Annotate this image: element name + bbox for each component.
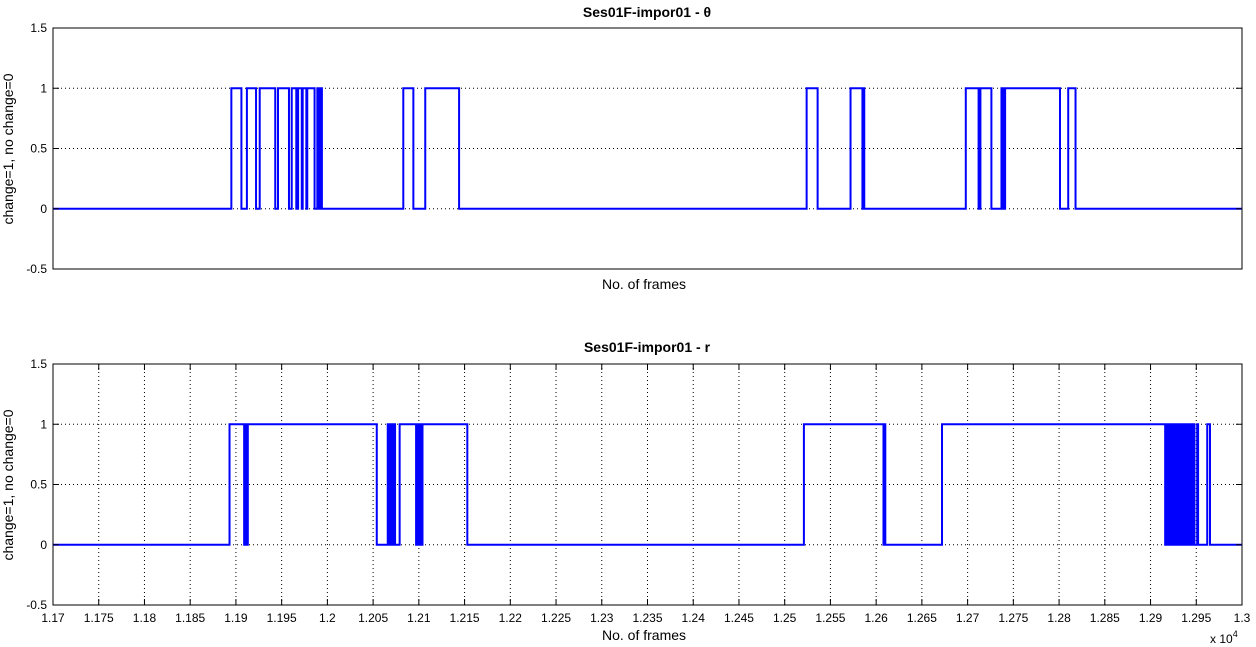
r-x-tick-label: 1.29 bbox=[1139, 611, 1163, 625]
r-x-tick-label: 1.24 bbox=[682, 611, 706, 625]
r-x-tick-label: 1.3 bbox=[1234, 611, 1251, 625]
r-x-tick-label: 1.21 bbox=[407, 611, 431, 625]
r-x-tick-label: 1.17 bbox=[41, 611, 65, 625]
theta-y-tick-label: 0 bbox=[40, 202, 47, 216]
theta-series-line bbox=[53, 87, 1242, 210]
r-x-tick-label: 1.185 bbox=[175, 611, 205, 625]
r-x-tick-label: 1.265 bbox=[907, 611, 937, 625]
theta-chart: -0.5 0 0.5 1 1.5 Ses01F-impor01 - θ No. of f… bbox=[0, 4, 1243, 292]
r-x-tick-label: 1.245 bbox=[724, 611, 754, 625]
theta-chart-title: Ses01F-impor01 - θ bbox=[583, 4, 711, 20]
theta-x-axis-label: No. of frames bbox=[602, 276, 686, 292]
r-x-tick-label: 1.27 bbox=[956, 611, 980, 625]
r-y-axis-label: change=1, no change=0 bbox=[0, 409, 16, 560]
r-x-multiplier-base: x 10 bbox=[1210, 632, 1233, 646]
theta-y-tick-label: -0.5 bbox=[26, 262, 47, 276]
r-y-tick-label: 0.5 bbox=[30, 478, 47, 492]
r-x-tick-label: 1.22 bbox=[499, 611, 523, 625]
theta-y-tick-label: 0.5 bbox=[30, 142, 47, 156]
r-x-tick-label: 1.175 bbox=[84, 611, 114, 625]
theta-y-tick-label: 1.5 bbox=[30, 21, 47, 35]
r-series-line bbox=[53, 423, 1242, 546]
r-y-tick-label: 1.5 bbox=[30, 357, 47, 371]
r-x-axis-label: No. of frames bbox=[602, 627, 686, 643]
r-x-tick-label: 1.215 bbox=[450, 611, 480, 625]
r-x-tick-label: 1.295 bbox=[1181, 611, 1211, 625]
r-x-tick-label: 1.25 bbox=[773, 611, 797, 625]
r-x-tick-label: 1.195 bbox=[267, 611, 297, 625]
r-x-multiplier: x 104 bbox=[1210, 629, 1238, 646]
r-x-tick-label: 1.235 bbox=[632, 611, 662, 625]
r-chart: -0.5 0 0.5 1 1.5 1.17 1.175 1.18 1.185 1.19 1.195 1… bbox=[0, 339, 1251, 646]
r-x-tick-label: 1.18 bbox=[133, 611, 157, 625]
r-x-tick-label: 1.19 bbox=[224, 611, 248, 625]
r-x-tick-label: 1.275 bbox=[998, 611, 1028, 625]
theta-y-tick-label: 1 bbox=[40, 81, 47, 95]
r-y-tick-label: 1 bbox=[40, 417, 47, 431]
theta-plot-area bbox=[52, 27, 1243, 270]
r-y-tick-label: 0 bbox=[40, 538, 47, 552]
r-y-tick-label: -0.5 bbox=[26, 598, 47, 612]
r-x-tick-label: 1.205 bbox=[358, 611, 388, 625]
r-x-multiplier-exponent: 4 bbox=[1233, 629, 1238, 639]
theta-y-axis-label: change=1, no change=0 bbox=[0, 73, 16, 224]
r-x-tick-label: 1.26 bbox=[864, 611, 888, 625]
r-x-tick-label: 1.23 bbox=[590, 611, 614, 625]
r-x-tick-label: 1.255 bbox=[815, 611, 845, 625]
r-x-tick-label: 1.2 bbox=[319, 611, 336, 625]
r-x-tick-label: 1.285 bbox=[1090, 611, 1120, 625]
r-x-tick-label: 1.225 bbox=[541, 611, 571, 625]
r-x-tick-label: 1.28 bbox=[1047, 611, 1071, 625]
r-chart-title: Ses01F-impor01 - r bbox=[584, 339, 711, 355]
